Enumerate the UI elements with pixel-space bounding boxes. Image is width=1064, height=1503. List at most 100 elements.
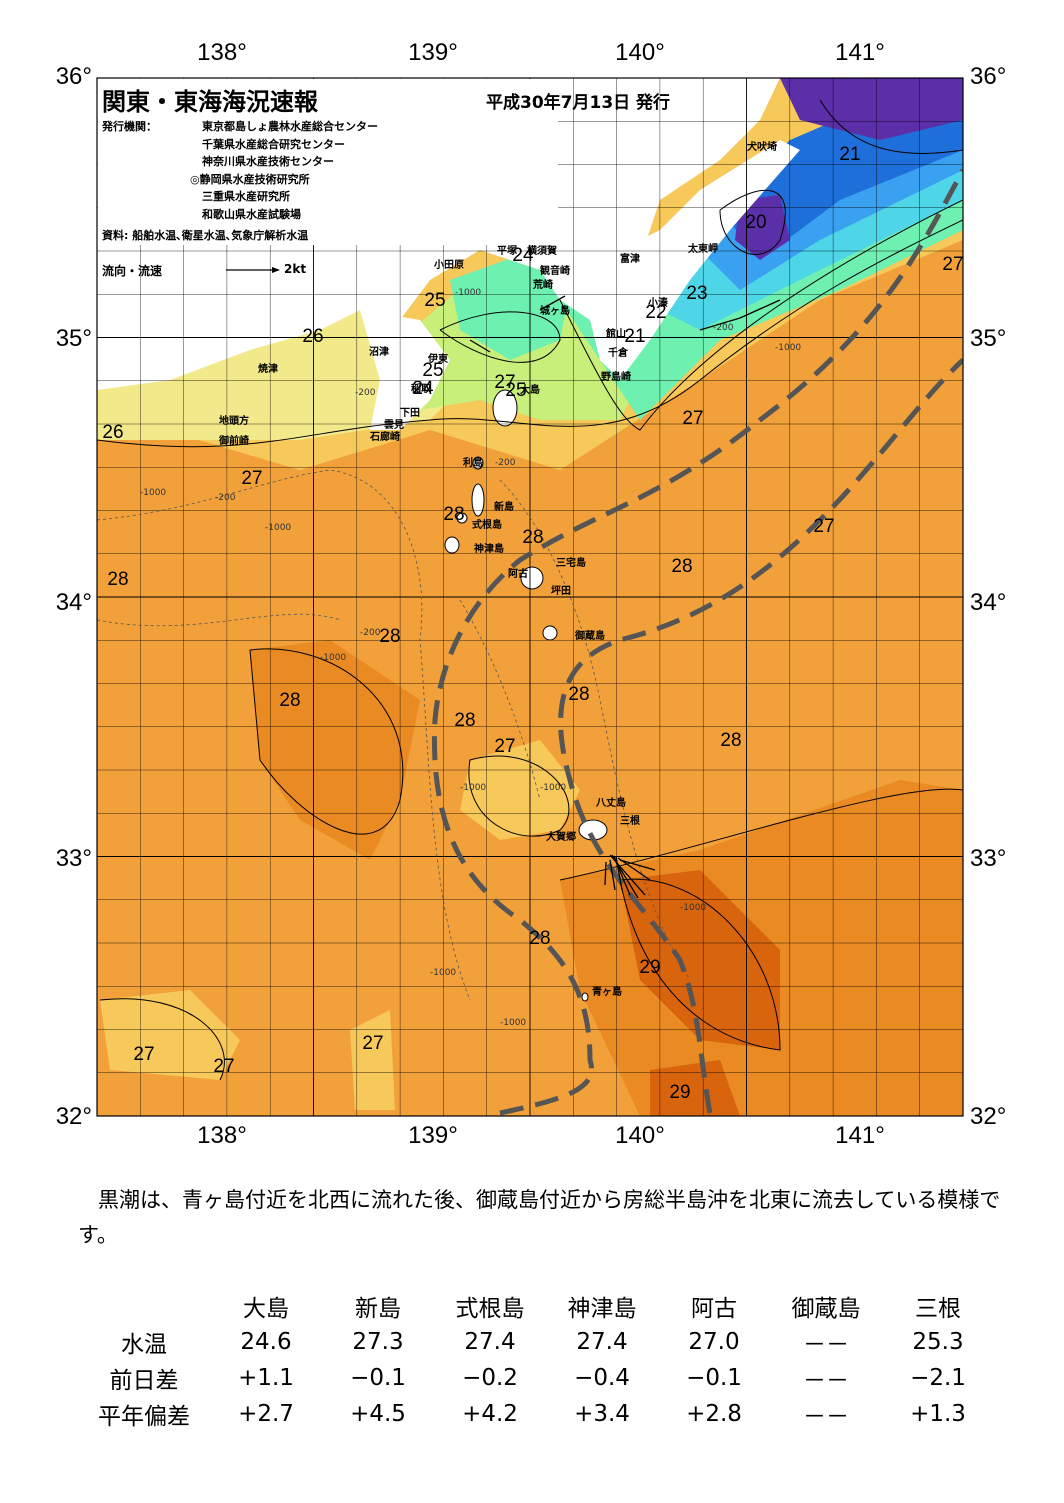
table-cell: 24.6 <box>240 1329 292 1355</box>
isotherm-label: 29 <box>639 957 660 978</box>
island-toshima <box>472 456 484 470</box>
isotherm-label: 28 <box>522 527 543 548</box>
isotherm-label: 25 <box>424 290 445 311</box>
latitude-label: 35° <box>56 325 92 352</box>
island-oshima <box>492 389 518 427</box>
isotherm-label: 28 <box>454 710 475 731</box>
column-header: 式根島 <box>455 1296 525 1322</box>
isotherm-label: 26 <box>102 422 123 443</box>
table-cell: +4.2 <box>462 1401 518 1427</box>
isotherm-label: 24 <box>512 245 534 266</box>
depth-label: -1000 <box>320 653 346 663</box>
isotherm-label: 27 <box>813 516 834 537</box>
depth-label: -1000 <box>775 343 801 353</box>
latitude-label: 32° <box>970 1103 1006 1130</box>
latitude-label: 34° <box>970 589 1006 616</box>
latitude-label: 34° <box>56 589 92 616</box>
isotherm-label: 27 <box>213 1056 234 1077</box>
issuer-item: 千葉県水産総合研究センター <box>202 137 345 151</box>
place-name: 稲取 <box>411 382 432 395</box>
place-name: 阿古 <box>508 567 528 580</box>
isotherm-label-layer: 2120222321242526252426272527272728282828… <box>102 144 963 1103</box>
sea-27-patch-center <box>460 740 580 840</box>
isotherm-label: 21 <box>839 144 860 165</box>
row-label: 平年偏差 <box>98 1404 190 1430</box>
longitude-label: 139° <box>408 1122 458 1149</box>
table-corner <box>78 1288 210 1324</box>
place-name: 地頭方 <box>219 414 249 427</box>
land-boso <box>560 140 800 380</box>
place-name: 野島崎 <box>601 370 631 383</box>
row-label: 水温 <box>121 1332 167 1358</box>
isotherm-label: 28 <box>529 928 550 949</box>
row-label: 前日差 <box>109 1368 179 1394</box>
issuer-item: 神奈川県水産技術センター <box>202 155 334 168</box>
table-row: 水温 24.6 27.3 27.4 27.4 27.0 －－ 25.3 <box>78 1324 994 1360</box>
depth-label: -1000 <box>430 968 456 978</box>
place-name: 横須賀 <box>527 244 557 257</box>
table-cell: －－ <box>803 1404 849 1430</box>
issuer-item: 東京都島しょ農林水産総合センター <box>202 120 378 133</box>
depth-label: -1000 <box>460 783 486 793</box>
axis-label-layer: 138° 138° 139° 139° 140° 140° 141° 141° 36° 36° 35… <box>56 39 1007 1149</box>
isotherm-label: 29 <box>669 1082 690 1103</box>
sea-27-patch-sw <box>100 990 240 1080</box>
isotherm-label: 22 <box>645 302 666 323</box>
place-name: 雲見 <box>384 419 404 431</box>
island-aogashima <box>581 992 589 1002</box>
table-cell: −0.2 <box>462 1365 518 1391</box>
longitude-label: 141° <box>835 39 885 66</box>
depth-label: -200 <box>713 323 734 333</box>
header-box <box>98 79 558 245</box>
depth-label: -1000 <box>140 488 166 498</box>
issue-date: 平成30年7月13日 発行 <box>486 93 671 113</box>
table-header-row: 大島 新島 式根島 神津島 阿古 御蔵島 三根 <box>78 1288 994 1324</box>
longitude-label: 140° <box>615 39 665 66</box>
place-name: 神津島 <box>474 542 504 555</box>
depth-label: -200 <box>360 628 381 638</box>
sea-28-5-zone <box>250 640 420 860</box>
legend-arrow-head <box>272 267 280 273</box>
isotherm-label: 27 <box>494 736 515 757</box>
map-title: 関東・東海海況速報 <box>102 88 318 116</box>
land-izu <box>360 310 450 430</box>
place-name: 千倉 <box>608 346 629 359</box>
place-name: 城ヶ島 <box>540 304 570 317</box>
table-cell: 27.3 <box>352 1329 404 1355</box>
depth-label: -200 <box>355 388 376 398</box>
place-name: 御前崎 <box>218 434 249 447</box>
table-cell: +4.5 <box>350 1401 406 1427</box>
latitude-label: 32° <box>56 1103 92 1130</box>
table-cell: +1.1 <box>238 1365 294 1391</box>
table-cell: －－ <box>803 1332 849 1358</box>
legend-label: 流向・流速 <box>102 264 163 278</box>
isotherm-label: 28 <box>568 684 589 705</box>
table-row: 前日差 +1.1 −0.1 −0.2 −0.4 −0.1 －－ −2.1 <box>78 1360 994 1396</box>
place-name: 富津 <box>620 252 640 265</box>
place-name: 下田 <box>400 407 420 419</box>
place-name: 焼津 <box>258 362 278 375</box>
isotherm-label: 28 <box>107 569 128 590</box>
issuer-item: 和歌山県水産試験場 <box>202 207 301 221</box>
place-name: 小田原 <box>433 258 464 271</box>
table-cell: +2.7 <box>238 1401 294 1427</box>
map-body: 2120222321242526252426272527272728282828… <box>97 78 963 1116</box>
depth-label-layer: -1000 -1000 -1000 -1000 -1000 -1000 -100… <box>140 288 801 1028</box>
map-frame <box>96 77 964 1117</box>
depth-contours <box>97 469 691 1001</box>
longitude-label: 138° <box>197 39 247 66</box>
latitude-label: 33° <box>56 845 92 872</box>
column-header: 御蔵島 <box>791 1296 861 1322</box>
sea-24-zone <box>450 255 570 360</box>
place-name: 青ヶ島 <box>592 985 622 998</box>
latitude-label: 33° <box>970 845 1006 872</box>
place-name: 犬吠埼 <box>747 140 777 153</box>
isotherm-label: 23 <box>686 283 707 304</box>
depth-label: -1000 <box>500 1018 526 1028</box>
isotherm-label: 28 <box>379 626 400 647</box>
island-kozushima <box>444 536 460 554</box>
depth-label: -200 <box>495 458 516 468</box>
issuer-list: 東京都島しょ農林水産総合センター 千葉県水産総合研究センター 神奈川県水産技術センタ… <box>190 118 378 223</box>
table-cell: +3.4 <box>574 1401 630 1427</box>
